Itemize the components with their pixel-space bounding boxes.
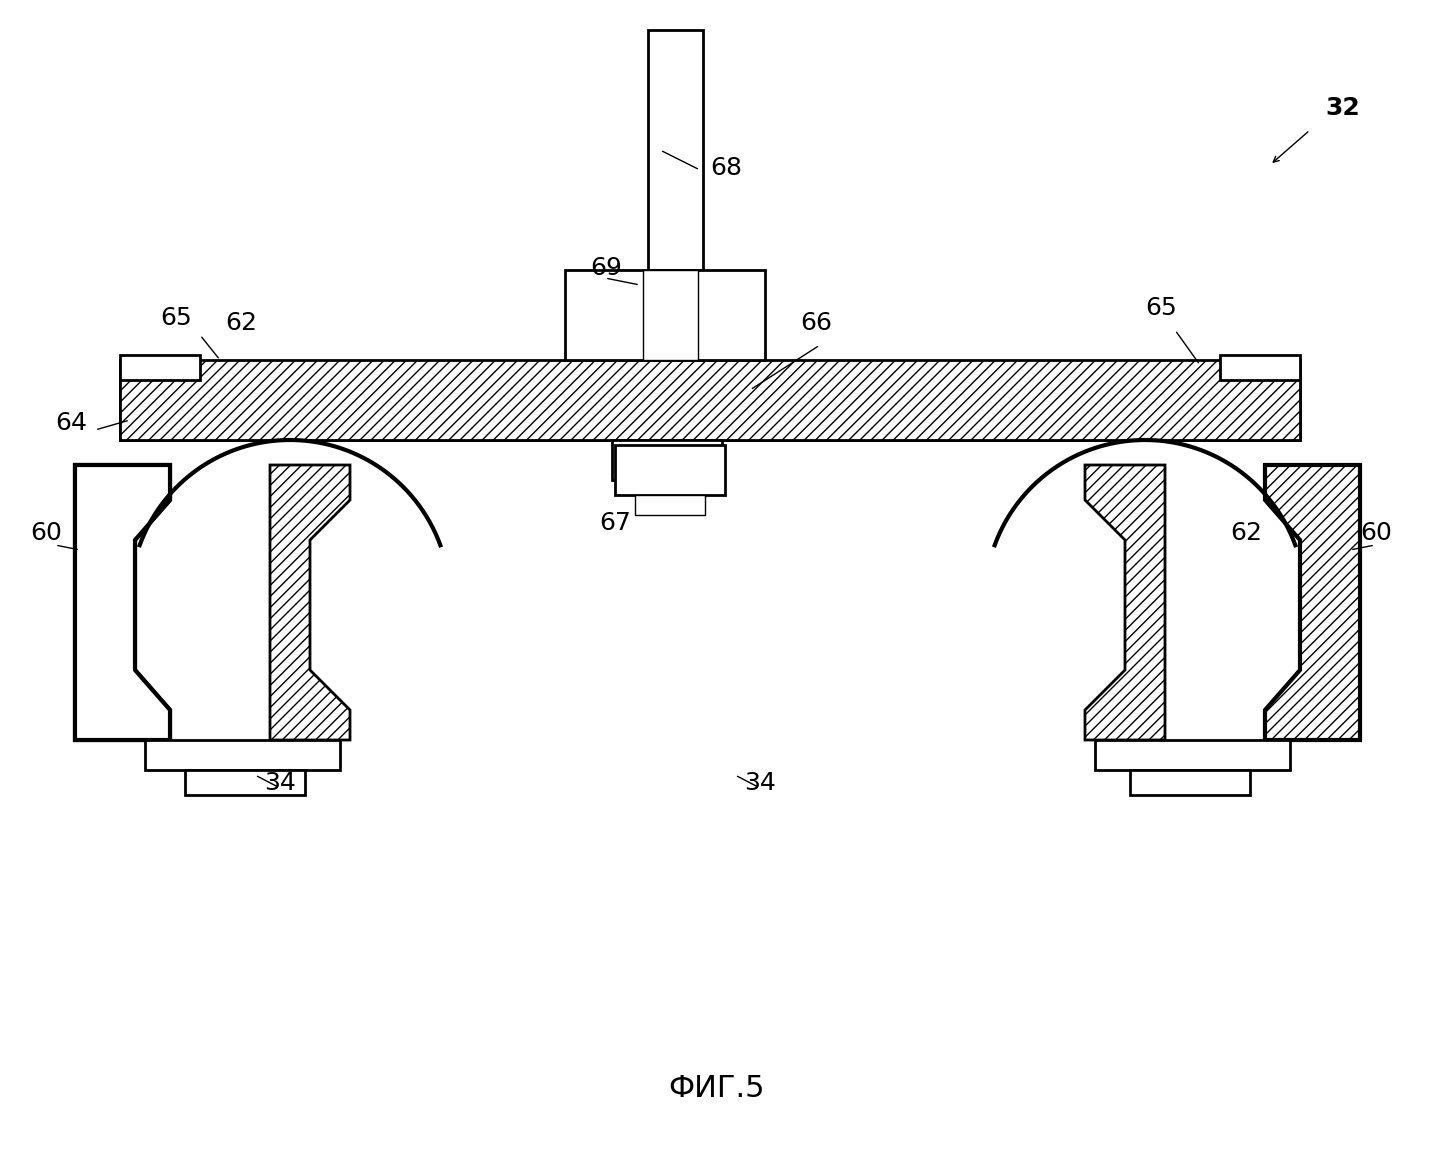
Text: 34: 34 [745, 771, 776, 796]
Text: 32: 32 [1325, 96, 1360, 120]
Bar [145, 740, 340, 770]
Text: 34: 34 [264, 771, 296, 796]
Bar [121, 360, 1300, 440]
Text: 60: 60 [1360, 521, 1392, 545]
Polygon shape [1266, 466, 1360, 740]
Text: 62: 62 [1230, 521, 1261, 545]
Polygon shape [75, 466, 169, 740]
Bar [121, 356, 199, 380]
Bar [1095, 740, 1290, 770]
Bar [611, 440, 722, 481]
Text: ФИГ.5: ФИГ.5 [669, 1073, 765, 1104]
Polygon shape [270, 466, 350, 740]
Bar [1129, 770, 1250, 796]
Bar [636, 494, 705, 515]
Text: 66: 66 [799, 312, 832, 335]
Text: 65: 65 [1145, 296, 1177, 320]
Bar [616, 445, 725, 494]
Text: 64: 64 [55, 411, 88, 435]
Text: 69: 69 [590, 256, 621, 280]
Bar [649, 30, 703, 270]
Bar [565, 270, 765, 360]
Text: 65: 65 [159, 306, 192, 330]
Bar [1220, 356, 1300, 380]
Polygon shape [1085, 466, 1165, 740]
Polygon shape [75, 466, 169, 740]
Text: 62: 62 [225, 312, 257, 335]
Bar [185, 770, 306, 796]
Text: 67: 67 [598, 511, 631, 535]
Bar [121, 380, 1300, 440]
Text: 68: 68 [710, 156, 742, 179]
Bar [643, 270, 697, 360]
Text: 60: 60 [30, 521, 62, 545]
